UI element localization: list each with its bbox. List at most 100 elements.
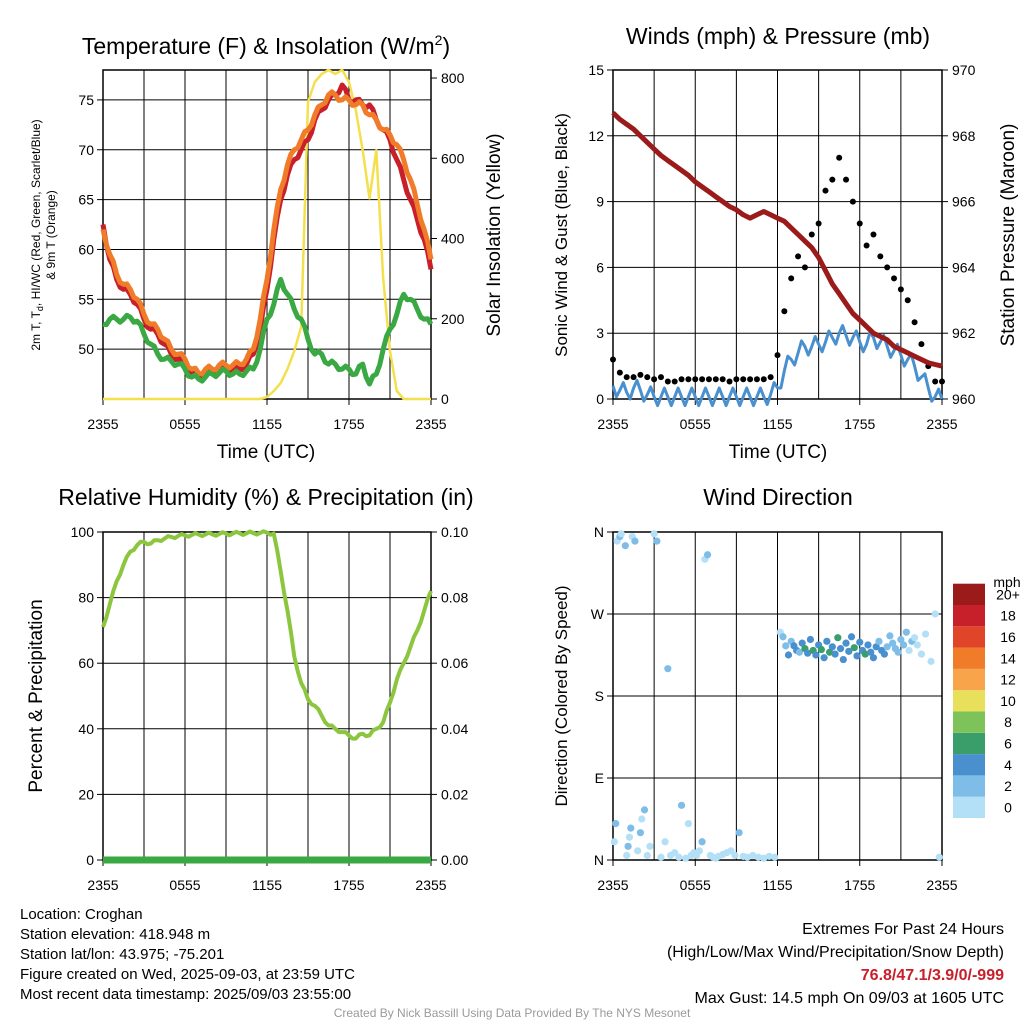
speed-legend-swatch bbox=[953, 732, 985, 755]
gust-point bbox=[760, 376, 767, 383]
tick-label-right: 962 bbox=[952, 325, 976, 341]
tick-label-right: 966 bbox=[952, 194, 976, 210]
temperature-ylabel-right: Solar Insolation (Yellow) bbox=[484, 133, 505, 336]
gust-point bbox=[808, 231, 815, 238]
humidity-ylabel-left: Percent & Precipitation bbox=[26, 599, 47, 792]
direction-point bbox=[784, 651, 793, 659]
gust-point bbox=[616, 369, 623, 376]
direction-point bbox=[883, 643, 891, 651]
series-line-td bbox=[102, 276, 434, 387]
gust-point bbox=[856, 220, 863, 227]
tick-label-time: 1155 bbox=[762, 877, 792, 893]
direction-point bbox=[640, 806, 649, 814]
direction-point bbox=[612, 819, 620, 828]
tick-label-time: 0555 bbox=[680, 877, 711, 893]
tick-label-left: 60 bbox=[78, 241, 94, 257]
direction-point bbox=[823, 637, 831, 645]
figure-created: Figure created on Wed, 2025-09-03, at 23… bbox=[20, 966, 355, 983]
tick-label-left: 70 bbox=[78, 142, 94, 158]
credit-line: Created By Nick Bassill Using Data Provi… bbox=[333, 1006, 691, 1020]
gust-point bbox=[664, 378, 671, 385]
speed-legend-label: 12 bbox=[1000, 672, 1016, 688]
direction-point bbox=[836, 645, 845, 653]
tick-label-time: 1755 bbox=[844, 877, 875, 893]
extremes-info: Extremes For Past 24 Hours (High/Low/Max… bbox=[667, 918, 1004, 1010]
tick-label-left: N bbox=[594, 524, 604, 540]
direction-point bbox=[875, 637, 883, 645]
speed-legend-swatch bbox=[953, 668, 985, 691]
tick-label-left: 65 bbox=[78, 192, 94, 208]
direction-point bbox=[657, 853, 665, 861]
direction-point bbox=[845, 647, 853, 655]
direction-point bbox=[643, 851, 651, 860]
gust-point bbox=[836, 154, 843, 161]
direction-point bbox=[853, 652, 861, 660]
direction-point bbox=[825, 648, 834, 656]
gust-point bbox=[939, 378, 945, 385]
gust-point bbox=[719, 376, 726, 383]
gust-point bbox=[795, 253, 802, 260]
speed-legend-label: 18 bbox=[1000, 608, 1016, 624]
speed-legend-swatch bbox=[953, 754, 985, 776]
tick-label-time: 2355 bbox=[597, 416, 628, 432]
winds-title: Winds (mph) & Pressure (mb) bbox=[626, 23, 930, 49]
gust-point bbox=[829, 176, 836, 183]
sonic-wind-line bbox=[611, 324, 944, 408]
direction-point bbox=[917, 650, 926, 658]
speed-legend-swatch bbox=[953, 583, 985, 605]
gust-point bbox=[630, 374, 637, 381]
tick-label-left: S bbox=[595, 688, 604, 704]
speed-legend-label: 20+ bbox=[996, 586, 1020, 602]
tick-label-time: 1755 bbox=[333, 416, 364, 432]
direction-point bbox=[765, 852, 773, 860]
tick-label-left: 9 bbox=[596, 194, 604, 210]
temperature-xlabel: Time (UTC) bbox=[217, 442, 316, 463]
gust-point bbox=[747, 376, 754, 383]
gust-point bbox=[644, 374, 651, 381]
direction-point bbox=[880, 650, 889, 658]
gust-point bbox=[863, 242, 870, 249]
direction-point bbox=[782, 642, 790, 650]
direction-point bbox=[842, 639, 850, 647]
gust-point bbox=[897, 286, 904, 293]
temperature-ylabel-left-2: & 9m T (Orange) bbox=[44, 190, 58, 280]
gust-point bbox=[904, 297, 911, 304]
tick-label-left: 50 bbox=[78, 341, 94, 357]
speed-legend-swatch bbox=[953, 796, 985, 818]
direction-point bbox=[675, 853, 683, 861]
gust-point bbox=[932, 378, 939, 385]
gust-point bbox=[733, 376, 740, 383]
direction-point bbox=[839, 655, 847, 664]
gust-point bbox=[877, 253, 884, 260]
tick-label-time: 0555 bbox=[169, 416, 200, 432]
gust-point bbox=[843, 176, 850, 183]
gust-point bbox=[623, 374, 630, 381]
direction-point bbox=[610, 838, 618, 846]
direction-point bbox=[664, 665, 672, 673]
direction-point bbox=[677, 801, 686, 809]
tick-label-left: 0 bbox=[596, 391, 604, 407]
tick-label-time: 1755 bbox=[844, 416, 875, 432]
speed-legend-swatch bbox=[953, 605, 985, 627]
direction-point bbox=[661, 838, 669, 846]
direction-point bbox=[749, 851, 757, 860]
direction-point bbox=[910, 634, 919, 642]
gust-point bbox=[911, 319, 918, 326]
tick-label-right: 0.06 bbox=[441, 655, 468, 671]
tick-label-time: 1155 bbox=[252, 877, 282, 893]
tick-label-time: 0555 bbox=[169, 877, 200, 893]
recent-data-timestamp: Most recent data timestamp: 2025/09/03 2… bbox=[20, 986, 352, 1003]
direction-point bbox=[627, 824, 635, 832]
direction-point bbox=[695, 847, 703, 855]
tick-label-right: 0 bbox=[441, 391, 449, 407]
direction-point bbox=[905, 646, 913, 655]
speed-legend-swatch bbox=[953, 626, 985, 648]
direction-point bbox=[927, 657, 935, 665]
direction-point bbox=[684, 819, 692, 828]
tick-label-right: 0.04 bbox=[441, 721, 468, 737]
direction-point bbox=[634, 847, 642, 855]
direction-point bbox=[817, 645, 825, 654]
direction-point bbox=[831, 650, 839, 658]
